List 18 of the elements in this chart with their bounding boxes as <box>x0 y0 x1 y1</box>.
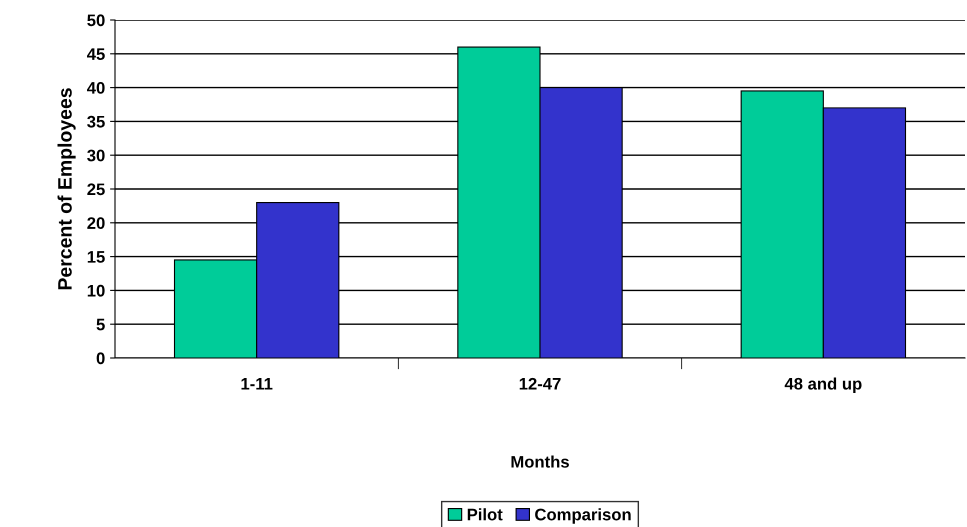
y-tick-label: 20 <box>87 217 105 230</box>
y-tick-label: 0 <box>96 352 105 364</box>
legend-label: Comparison <box>535 508 631 524</box>
y-tick-label: 50 <box>87 14 105 26</box>
y-tick-label: 10 <box>88 284 105 297</box>
y-tick-label: 45 <box>86 48 105 60</box>
x-tick-label: 12-47 <box>520 378 561 390</box>
y-axis-title: Percent of Employees <box>58 88 76 290</box>
y-tick-label: 5 <box>96 318 105 330</box>
x-tick-label: 48 and up <box>784 377 862 393</box>
y-tick-label: 30 <box>87 150 105 162</box>
x-tick-label: 1-11 <box>241 378 272 390</box>
y-tick-label: 40 <box>86 82 105 94</box>
y-tick-label: 15 <box>88 251 105 263</box>
y-tick-label: 35 <box>87 116 105 128</box>
y-tick-label: 25 <box>87 183 105 196</box>
legend-label: Pilot <box>468 508 503 520</box>
x-axis-title: Months <box>511 455 569 468</box>
